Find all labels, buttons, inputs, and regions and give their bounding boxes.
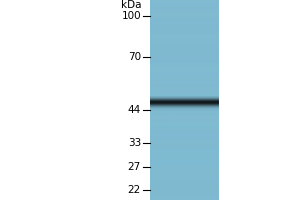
Text: 22: 22	[128, 185, 141, 195]
Text: 27: 27	[128, 162, 141, 172]
Text: kDa: kDa	[121, 0, 141, 10]
Text: 44: 44	[128, 105, 141, 115]
Text: 33: 33	[128, 138, 141, 148]
Text: 70: 70	[128, 52, 141, 62]
Text: 100: 100	[122, 11, 141, 21]
